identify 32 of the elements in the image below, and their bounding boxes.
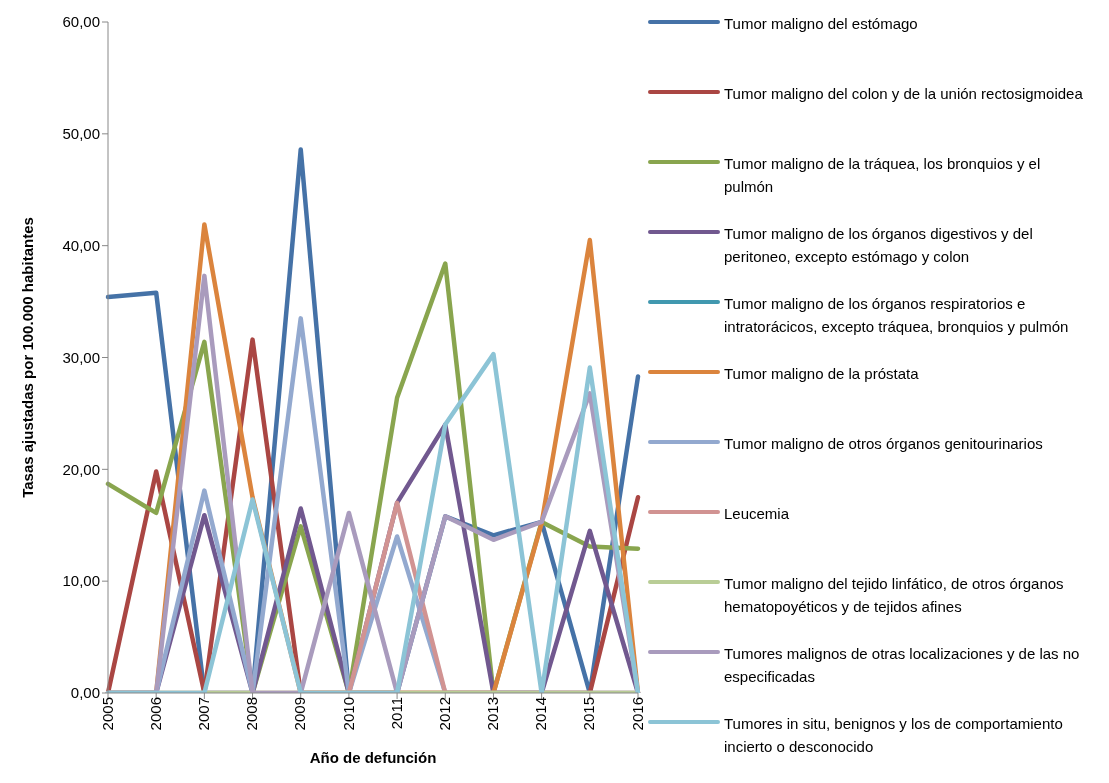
x-tick-label: 2006 xyxy=(146,697,164,731)
legend-label: Tumores in situ, benignos y los de comportamiento incierto o desconocido xyxy=(724,714,1064,757)
y-tick-label: 50,00 xyxy=(62,125,100,143)
x-tick-label: 2013 xyxy=(484,697,502,731)
legend-label: Leucemia xyxy=(724,504,790,524)
y-tick-label: 60,00 xyxy=(62,13,100,31)
y-tick-label: 20,00 xyxy=(62,460,100,478)
x-tick-label: 2007 xyxy=(195,697,213,731)
legend-label: Tumor maligno de los órganos respiratorios e intratorácicos, excepto tráquea, bronquios y pulmón xyxy=(724,294,1070,337)
y-tick-label: 40,00 xyxy=(62,236,100,254)
x-tick-label: 2015 xyxy=(580,697,598,731)
x-tick-label: 2014 xyxy=(532,697,550,731)
y-axis-title: Tasas ajustadas por 100.000 habitantes xyxy=(19,217,37,498)
legend-label: Tumor maligno de los órganos digestivos y del peritoneo, excepto estómago y colon xyxy=(724,224,1034,267)
x-tick-label: 2010 xyxy=(339,697,357,731)
legend-label: Tumor maligno de otros órganos genitourinarios xyxy=(724,434,1043,454)
x-tick-label: 2005 xyxy=(98,697,116,731)
y-tick-label: 10,00 xyxy=(62,572,100,590)
x-tick-label: 2008 xyxy=(243,697,261,731)
legend-label: Tumor maligno del estómago xyxy=(724,14,918,34)
y-tick-label: 30,00 xyxy=(62,348,100,366)
x-tick-label: 2011 xyxy=(387,697,405,730)
legend-label: Tumor maligno de la próstata xyxy=(724,364,919,384)
legend-label: Tumores malignos de otras localizaciones y de las no especificadas xyxy=(724,644,1081,687)
legend-label: Tumor maligno del tejido linfático, de otros órganos hematopoyéticos y de tejidos afines xyxy=(724,574,1065,617)
x-tick-label: 2016 xyxy=(628,697,646,731)
x-tick-label: 2012 xyxy=(435,697,453,731)
legend-label: Tumor maligno del colon y de la unión rectosigmoidea xyxy=(724,84,1083,104)
y-tick-label: 0,00 xyxy=(70,684,100,702)
x-axis-title: Año de defunción xyxy=(309,749,437,766)
x-tick-label: 2009 xyxy=(291,697,309,731)
legend-label: Tumor maligno de la tráquea, los bronquios y el pulmón xyxy=(724,154,1042,197)
